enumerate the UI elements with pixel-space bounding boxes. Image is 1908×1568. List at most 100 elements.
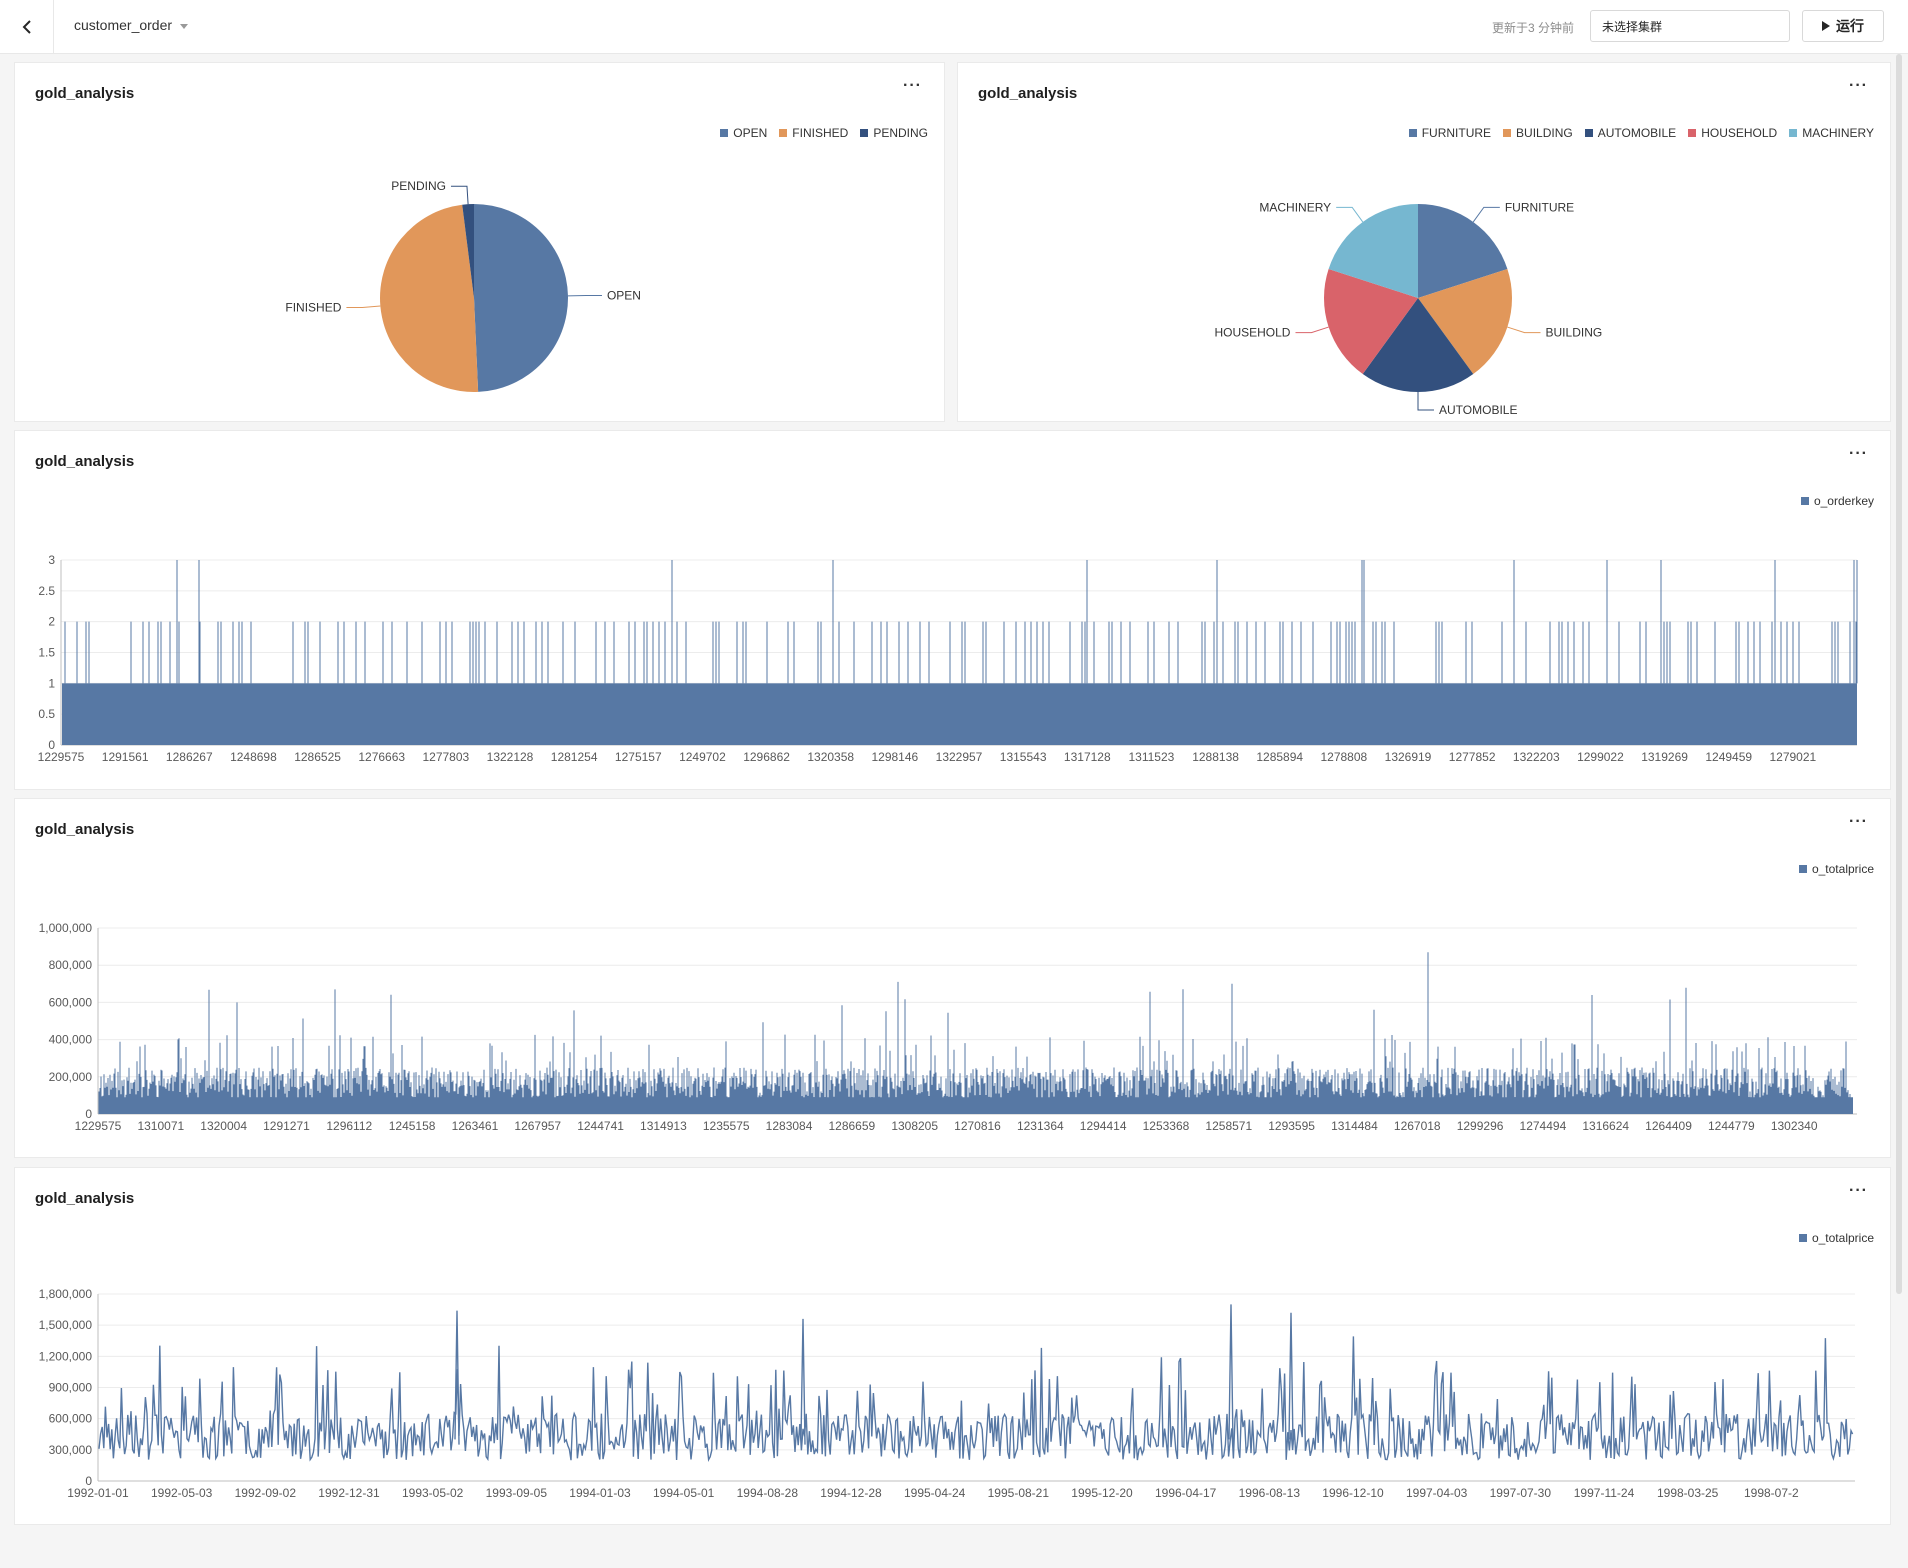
y-tick-label: 600,000	[49, 995, 93, 1009]
more-options-icon[interactable]: ···	[1849, 813, 1868, 830]
y-tick-label: 600,000	[49, 1412, 93, 1426]
x-tick-label: 1244779	[1708, 1119, 1755, 1133]
x-tick-label: 1288138	[1192, 750, 1239, 764]
chevron-left-icon	[22, 19, 31, 34]
x-tick-label: 1291271	[263, 1119, 310, 1133]
chart-legend: OPEN FINISHED PENDING	[720, 126, 928, 140]
x-tick-label: 1995-08-21	[988, 1486, 1050, 1500]
pie-slice	[1418, 204, 1508, 298]
x-tick-label: 1249702	[679, 750, 726, 764]
legend-swatch	[1688, 129, 1697, 137]
back-button[interactable]	[0, 0, 54, 53]
line-peak	[454, 1310, 460, 1445]
x-tick-label: 1997-07-30	[1490, 1486, 1552, 1500]
x-tick-label: 1293595	[1268, 1119, 1315, 1133]
legend-item[interactable]: OPEN	[720, 126, 767, 140]
legend-item[interactable]: MACHINERY	[1789, 126, 1874, 140]
pie-slice	[380, 204, 479, 392]
y-tick-label: 2	[48, 615, 55, 629]
pie-chart: OPEN FINISHED PENDING	[285, 179, 641, 392]
x-tick-label: 1294414	[1080, 1119, 1127, 1133]
x-tick-label: 1994-08-28	[737, 1486, 799, 1500]
y-tick-label: 200,000	[49, 1070, 93, 1084]
y-tick-label: 1,000,000	[39, 921, 93, 935]
x-tick-label: 1235575	[703, 1119, 750, 1133]
legend-swatch	[1789, 129, 1798, 137]
legend-label: o_totalprice	[1811, 1231, 1874, 1245]
chart-legend: o_orderkey	[1800, 494, 1874, 508]
x-tick-label: 1310071	[137, 1119, 184, 1133]
legend-item[interactable]: HOUSEHOLD	[1688, 126, 1777, 140]
pie-slice	[1418, 268, 1512, 375]
x-tick-label: 1998-03-25	[1657, 1486, 1719, 1500]
x-tick-label: 1296112	[326, 1119, 372, 1133]
x-tick-label: 1276663	[358, 750, 405, 764]
x-tick-label: 1322203	[1513, 750, 1560, 764]
x-tick-label: 1998-07-2	[1744, 1486, 1799, 1500]
legend-swatch	[1408, 129, 1417, 137]
pie-label: MACHINERY	[1259, 200, 1331, 214]
pie-label: HOUSEHOLD	[1214, 326, 1290, 340]
legend-item[interactable]: o_totalprice	[1798, 862, 1874, 876]
x-tick-label: 1317128	[1064, 750, 1111, 764]
x-tick-label: 1249459	[1705, 750, 1752, 764]
more-options-icon[interactable]: ···	[1849, 77, 1868, 94]
legend-label: PENDING	[873, 126, 928, 140]
x-tick-label: 1308205	[891, 1119, 938, 1133]
x-tick-label: 1229575	[75, 1119, 122, 1133]
pie-label-line	[1472, 206, 1500, 223]
x-tick-label: 1270816	[954, 1119, 1001, 1133]
legend-item[interactable]: FURNITURE	[1408, 126, 1491, 140]
panel-title: gold_analysis	[35, 85, 135, 102]
y-tick-label: 0	[48, 738, 55, 752]
legend-label: o_totalprice	[1811, 862, 1874, 876]
legend-swatch	[1584, 129, 1593, 137]
legend-item[interactable]: o_orderkey	[1800, 494, 1874, 508]
pie-label: PENDING	[391, 179, 446, 193]
x-tick-label: 1248698	[230, 750, 277, 764]
y-tick-label: 400,000	[49, 1033, 93, 1047]
cluster-select[interactable]: 未选择集群	[1590, 10, 1790, 42]
legend-label: FINISHED	[792, 126, 849, 140]
legend-item[interactable]: AUTOMOBILE	[1584, 126, 1677, 140]
x-tick-label: 1319269	[1641, 750, 1688, 764]
bar-chart: 0 200,000 400,000 600,000 800,000 1,000,000 12…	[39, 921, 1857, 1133]
legend-item[interactable]: FINISHED	[779, 126, 848, 140]
pie-label: OPEN	[607, 289, 641, 303]
dataset-selector[interactable]: customer_order	[74, 17, 189, 33]
more-options-icon[interactable]: ···	[1849, 1182, 1868, 1199]
pie-slice	[1362, 298, 1474, 393]
more-options-icon[interactable]: ···	[1849, 445, 1868, 462]
x-tick-label: 1258571	[1205, 1119, 1252, 1133]
chart-panel-totalprice-by-date: gold_analysis ··· o_totalprice 0 300,000 6…	[14, 1167, 1891, 1525]
legend-swatch	[720, 129, 729, 137]
y-tick-label: 1,800,000	[39, 1287, 93, 1301]
page-scrollbar[interactable]	[1896, 54, 1902, 1294]
x-tick-label: 1283084	[766, 1119, 813, 1133]
run-button[interactable]: 运行	[1802, 10, 1884, 42]
x-tick-label: 1229575	[38, 750, 85, 764]
x-tick-label: 1286659	[828, 1119, 875, 1133]
y-tick-label: 1,500,000	[39, 1318, 93, 1332]
y-tick-label: 300,000	[49, 1443, 93, 1457]
y-tick-label: 1.5	[38, 646, 55, 660]
pie-label-line	[1295, 326, 1329, 334]
panel-title: gold_analysis	[35, 1190, 135, 1207]
legend-swatch	[1800, 497, 1809, 505]
x-tick-label: 1267957	[514, 1119, 561, 1133]
more-options-icon[interactable]: ···	[903, 77, 922, 94]
x-tick-label: 1992-01-01	[67, 1486, 129, 1500]
pie-chart: FURNITURE BUILDING AUTOMOBILE HOUSEHOLD MACH…	[1214, 200, 1603, 417]
legend-label: AUTOMOBILE	[1597, 126, 1677, 140]
x-tick-label: 1992-09-02	[235, 1486, 297, 1500]
x-tick-label: 1326919	[1385, 750, 1432, 764]
pie-label: BUILDING	[1546, 326, 1603, 340]
legend-label: OPEN	[733, 126, 768, 140]
legend-item[interactable]: BUILDING	[1503, 126, 1573, 140]
x-tick-label: 1267018	[1394, 1119, 1441, 1133]
panel-title: gold_analysis	[35, 453, 135, 470]
legend-swatch	[1503, 129, 1512, 137]
legend-item[interactable]: PENDING	[860, 126, 928, 140]
line-peak	[1288, 1312, 1294, 1445]
legend-item[interactable]: o_totalprice	[1798, 1231, 1874, 1245]
